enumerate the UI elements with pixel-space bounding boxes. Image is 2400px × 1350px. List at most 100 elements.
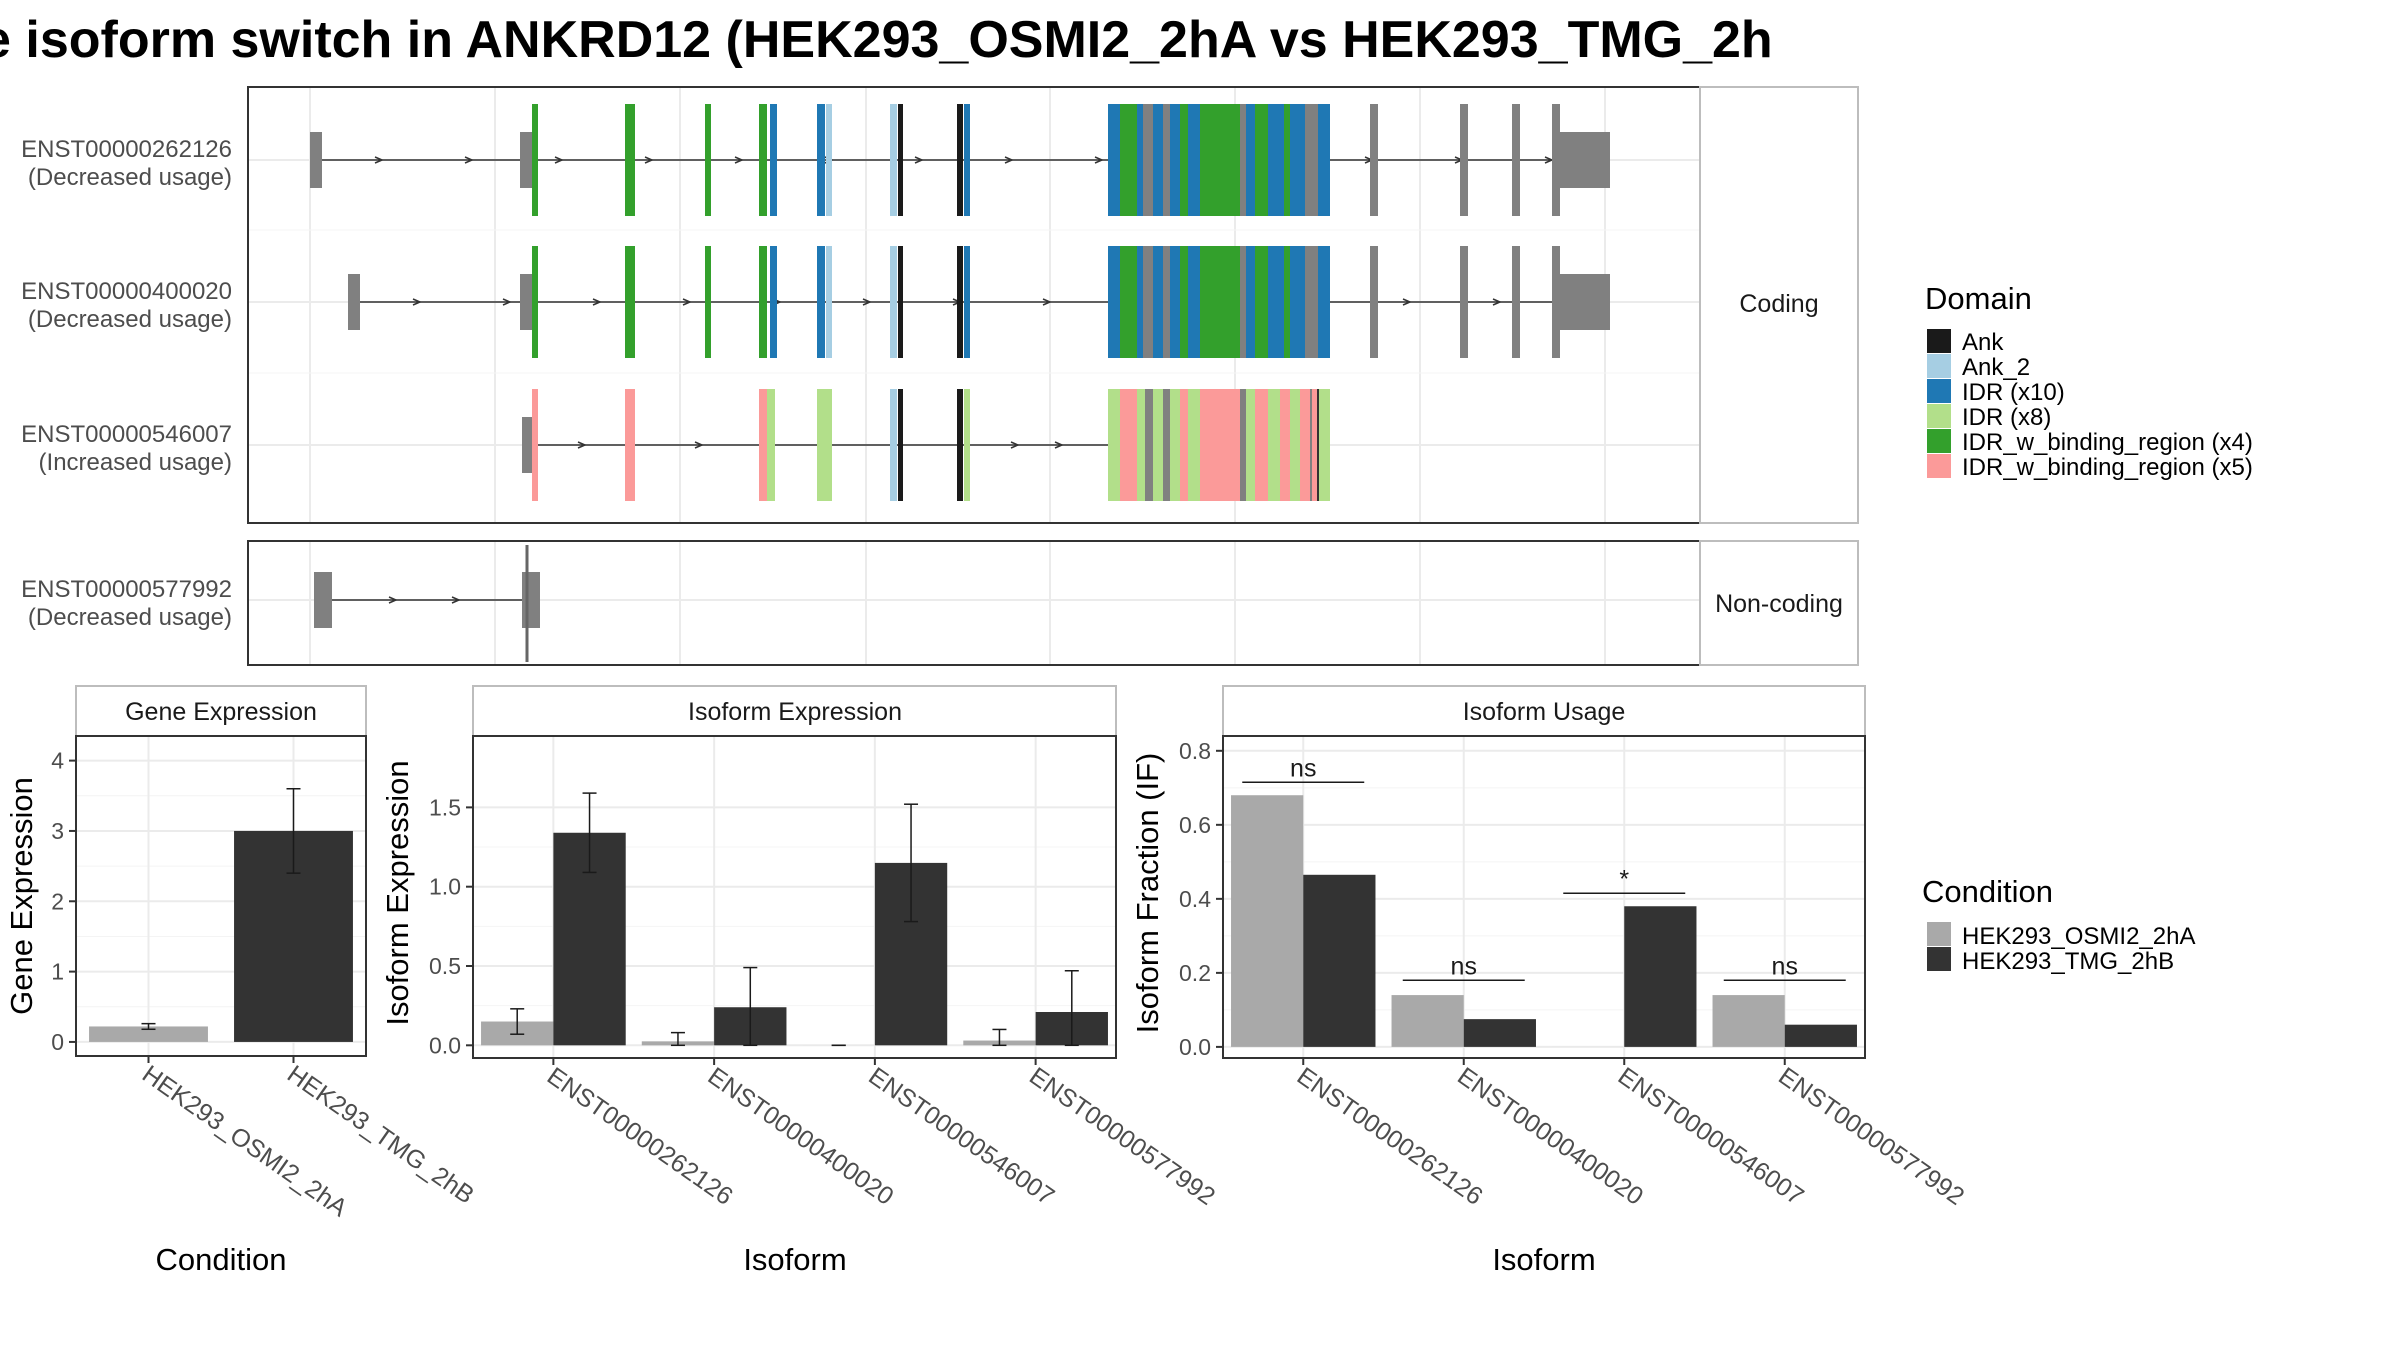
bar — [1712, 995, 1785, 1047]
strand-arrow — [451, 596, 461, 604]
y-tick-label: 0.4 — [1179, 886, 1211, 912]
y-tick-label: 2 — [51, 888, 64, 914]
exon-block — [1310, 389, 1312, 501]
bar — [1784, 1024, 1857, 1047]
utr-exon — [520, 132, 532, 188]
legend-key-idr10 — [1927, 379, 1951, 403]
gene-expression-title: Gene Expression — [125, 698, 317, 726]
transcript-usage-2: (Decreased usage) — [28, 306, 232, 333]
exon-block — [1305, 104, 1318, 216]
exon-block — [705, 246, 711, 358]
exon-block — [1370, 246, 1378, 358]
exon-block — [770, 104, 777, 216]
exon-block — [1200, 104, 1240, 216]
exon-block — [759, 246, 767, 358]
exon-block — [1180, 104, 1188, 216]
exon-block — [964, 104, 970, 216]
transcript-label-4: ENST00000577992 — [21, 576, 232, 603]
legend-key-cond-a — [1927, 922, 1951, 946]
exon-block — [1460, 104, 1468, 216]
isoform-expression-panel: Isoform Expression 0.00.51.01.5ENST00000… — [380, 685, 1220, 1277]
significance-label: * — [1619, 865, 1629, 893]
exon-block — [1268, 389, 1280, 501]
gene-expression-xlabel: Condition — [156, 1242, 287, 1277]
strand-arrow — [1010, 441, 1020, 449]
exon-block — [1552, 246, 1560, 358]
exon-block — [1240, 104, 1246, 216]
transcript-usage-3: (Increased usage) — [39, 449, 232, 476]
isoform-expression-strip — [472, 685, 1117, 737]
exon-block — [1188, 246, 1200, 358]
exon-block — [957, 246, 963, 358]
exon-block — [957, 389, 963, 501]
exon-block — [1145, 389, 1153, 501]
bar — [1231, 795, 1304, 1047]
noncoding-strip-label: Non-coding — [1715, 590, 1843, 618]
legend-label-cond-a: HEK293_OSMI2_2hA — [1962, 923, 2195, 950]
exon-block — [1512, 104, 1520, 216]
exon-block — [826, 246, 832, 358]
exon-block — [1170, 389, 1180, 501]
exon-block — [1318, 389, 1330, 501]
strand-arrow — [1042, 298, 1052, 306]
exon-block — [898, 389, 903, 501]
exon-block — [817, 104, 825, 216]
transcript-usage-4: (Decreased usage) — [28, 604, 232, 631]
utr-exon — [1560, 132, 1610, 188]
exon-block — [1143, 104, 1153, 216]
isoform-expression-frame — [472, 735, 1117, 1059]
y-tick-label: 1 — [51, 959, 64, 985]
exon-block — [1188, 104, 1200, 216]
y-tick-label: 0.8 — [1179, 738, 1211, 764]
y-tick-label: 4 — [51, 748, 64, 774]
significance-label: ns — [1772, 952, 1798, 980]
exon-block — [625, 246, 635, 358]
transcript-4 — [314, 545, 540, 662]
exon-block — [625, 389, 635, 501]
y-tick-label: 3 — [51, 818, 64, 844]
exon-block — [1137, 389, 1145, 501]
bar — [1391, 995, 1464, 1047]
legend-label-ank: Ank — [1962, 329, 2004, 356]
exon-block — [1268, 246, 1284, 358]
exon-block — [890, 389, 897, 501]
exon-block — [1255, 389, 1268, 501]
strand-arrow — [862, 298, 872, 306]
exon-block — [1305, 246, 1318, 358]
legend-label-idr8: IDR (x8) — [1962, 404, 2051, 431]
exon-block — [532, 389, 538, 501]
exon-block — [1200, 389, 1225, 501]
strand-arrow — [682, 298, 692, 306]
isoform-usage-panel: Isoform Usage 0.00.20.40.60.8ENST0000026… — [1130, 685, 1969, 1277]
strand-arrow — [1094, 156, 1104, 164]
domain-legend: Domain Ank Ank_2 IDR (x10) IDR (x8) IDR_… — [1925, 281, 2253, 481]
exon-block — [1290, 104, 1305, 216]
strand-arrow — [554, 156, 564, 164]
transcript-3 — [522, 389, 1330, 501]
exon-block — [767, 389, 775, 501]
utr-exon — [522, 417, 532, 473]
coding-panel-frame — [247, 86, 1701, 524]
exon-block — [1188, 389, 1200, 501]
exon-block — [532, 104, 538, 216]
noncoding-panel-frame — [247, 540, 1701, 666]
transcript-2 — [348, 246, 1610, 358]
coding-strip-label: Coding — [1739, 290, 1818, 318]
exon-block — [770, 246, 777, 358]
gene-expression-panel: Gene Expression 01234HEK293_OSMI2_2hAHEK… — [4, 685, 479, 1277]
exon-block — [1284, 246, 1290, 358]
exon-block — [759, 389, 767, 501]
strand-arrow — [1004, 156, 1014, 164]
domain-legend-title: Domain — [1925, 281, 2032, 316]
exon-block — [1552, 104, 1560, 216]
isoform-expression-title: Isoform Expression — [688, 698, 902, 726]
isoform-usage-plot: 0.00.20.40.60.8ENST00000262126nsENST0000… — [1179, 736, 1969, 1211]
condition-legend: Condition HEK293_OSMI2_2hA HEK293_TMG_2h… — [1922, 874, 2195, 975]
transcript-label-3: ENST00000546007 — [21, 421, 232, 448]
isoform-usage-strip — [1222, 685, 1866, 737]
exon-block — [1170, 104, 1180, 216]
exon-block — [1318, 104, 1330, 216]
legend-key-cond-b — [1927, 947, 1951, 971]
exon-block — [1170, 246, 1180, 358]
exon-block — [1240, 246, 1246, 358]
